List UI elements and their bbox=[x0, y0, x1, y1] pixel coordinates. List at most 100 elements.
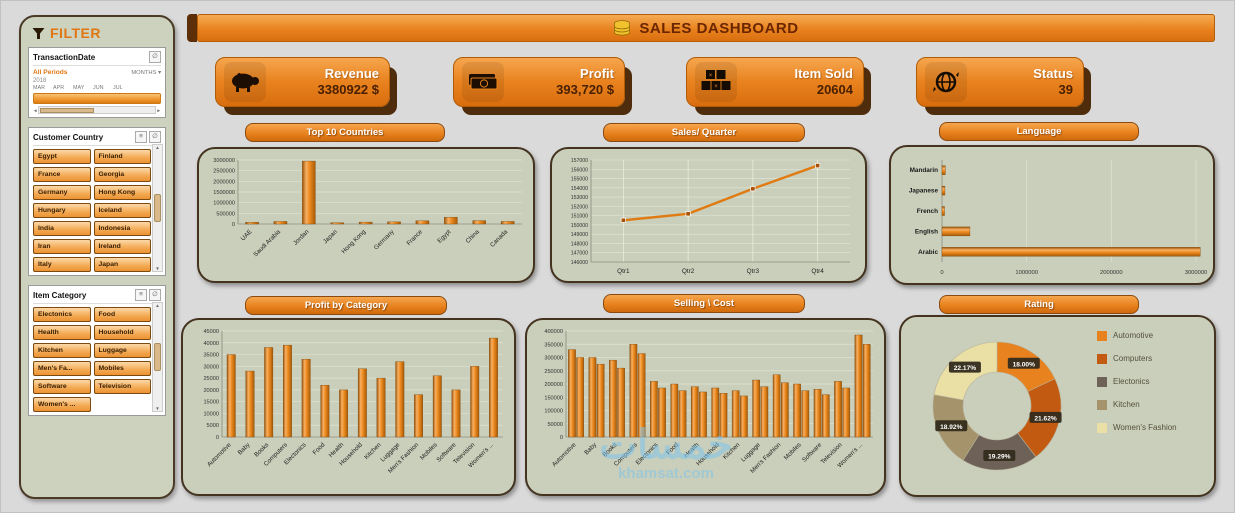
scroll-left-icon[interactable]: ◄ bbox=[33, 107, 38, 113]
scroll-up-icon[interactable]: ▲ bbox=[155, 145, 160, 150]
slicer-item-iran[interactable]: Iran bbox=[33, 239, 91, 254]
svg-text:0: 0 bbox=[940, 270, 943, 276]
month-label: APR bbox=[53, 85, 65, 91]
svg-text:300000: 300000 bbox=[544, 356, 563, 362]
kpi-label: Profit bbox=[580, 66, 614, 82]
clear-filter-icon[interactable]: ∅ bbox=[149, 289, 161, 301]
selling-cost-chart: 0 50000 100000 150000 200000 250000 300000 3500… bbox=[544, 329, 873, 475]
slicer-item-germany[interactable]: Germany bbox=[33, 185, 91, 200]
svg-text:40000: 40000 bbox=[203, 341, 219, 347]
slicer-item-france[interactable]: France bbox=[33, 167, 91, 182]
svg-text:Saudi Arabia: Saudi Arabia bbox=[252, 228, 282, 258]
svg-text:18.00%: 18.00% bbox=[1013, 361, 1036, 368]
svg-text:Japanese: Japanese bbox=[909, 188, 939, 195]
legend-swatch bbox=[1097, 400, 1107, 410]
slicer-item-egypt[interactable]: Egypt bbox=[33, 149, 91, 164]
slicer-item-kitchen[interactable]: Kitchen bbox=[33, 343, 91, 358]
svg-text:1000000: 1000000 bbox=[1015, 270, 1038, 276]
slicer-item-household[interactable]: Household bbox=[93, 325, 151, 340]
category-scrollbar[interactable]: ▲ ▼ bbox=[152, 302, 163, 412]
legend-swatch bbox=[1097, 354, 1107, 364]
country-scrollbar[interactable]: ▲ ▼ bbox=[152, 144, 163, 272]
timeline-scrollbar[interactable]: ◄ ► bbox=[33, 106, 161, 114]
slicer-item-men-s-fa-[interactable]: Men's Fa... bbox=[33, 361, 91, 376]
legend-item-automotive: Automotive bbox=[1097, 331, 1209, 341]
slicer-item-television[interactable]: Television bbox=[93, 379, 151, 394]
svg-text:100000: 100000 bbox=[544, 409, 563, 415]
svg-text:Books: Books bbox=[601, 441, 618, 458]
svg-text:Mobiles: Mobiles bbox=[783, 441, 803, 461]
timeline-selection[interactable] bbox=[33, 93, 161, 104]
date-range-label: All Periods bbox=[33, 69, 68, 76]
rating-legend: Automotive Computers Electonics Kitchen Wome… bbox=[1097, 331, 1209, 446]
legend-item-women-s-fashion: Women's Fashion bbox=[1097, 423, 1209, 433]
sales-quarter-chart: 146000 147000 148000 149000 150000 151000 1520… bbox=[571, 158, 850, 275]
svg-text:154000: 154000 bbox=[571, 186, 588, 192]
svg-text:Egypt: Egypt bbox=[436, 228, 452, 244]
slicer-item-hong-kong[interactable]: Hong Kong bbox=[93, 185, 151, 200]
legend-item-electonics: Electonics bbox=[1097, 377, 1209, 387]
kpi-value: 3380922 $ bbox=[317, 82, 379, 97]
slicer-item-luggage[interactable]: Luggage bbox=[93, 343, 151, 358]
kpi-value: 393,720 $ bbox=[556, 82, 614, 97]
multiselect-icon[interactable]: ≡ bbox=[135, 289, 147, 301]
kpi-revenue: Revenue 3380922 $ bbox=[215, 57, 390, 107]
clear-filter-icon[interactable]: ∅ bbox=[149, 131, 161, 143]
slicer-item-mobiles[interactable]: Mobiles bbox=[93, 361, 151, 376]
slicer-item-ireland[interactable]: Ireland bbox=[93, 239, 151, 254]
svg-text:2000000: 2000000 bbox=[213, 179, 235, 185]
slicer-item-women-s-[interactable]: Women's ... bbox=[33, 397, 91, 412]
svg-text:152000: 152000 bbox=[571, 204, 588, 210]
svg-text:5000: 5000 bbox=[207, 423, 219, 429]
slicer-item-hungary[interactable]: Hungary bbox=[33, 203, 91, 218]
svg-text:20000: 20000 bbox=[203, 388, 219, 394]
rating-donut-chart: 18.00% 21.62% 19.29% 18.92% 22.17% bbox=[932, 341, 1062, 471]
scroll-down-icon[interactable]: ▼ bbox=[155, 406, 160, 411]
slicer-item-health[interactable]: Health bbox=[33, 325, 91, 340]
multiselect-icon[interactable]: ≡ bbox=[135, 131, 147, 143]
svg-text:0: 0 bbox=[216, 435, 219, 441]
scroll-right-icon[interactable]: ► bbox=[156, 107, 161, 113]
slicer-item-italy[interactable]: Italy bbox=[33, 257, 91, 272]
slicer-item-software[interactable]: Software bbox=[33, 379, 91, 394]
svg-text:Mandarin: Mandarin bbox=[910, 167, 939, 174]
svg-text:22.17%: 22.17% bbox=[954, 365, 977, 372]
slicer-item-indonesia[interactable]: Indonesia bbox=[93, 221, 151, 236]
svg-text:Qtr4: Qtr4 bbox=[811, 268, 824, 275]
svg-text:0: 0 bbox=[560, 435, 563, 441]
slicer-item-georgia[interactable]: Georgia bbox=[93, 167, 151, 182]
svg-text:147000: 147000 bbox=[571, 251, 588, 257]
svg-text:35000: 35000 bbox=[203, 353, 219, 359]
slicer-item-finland[interactable]: Finland bbox=[93, 149, 151, 164]
scroll-up-icon[interactable]: ▲ bbox=[155, 303, 160, 308]
svg-text:400000: 400000 bbox=[544, 329, 563, 335]
clear-filter-icon[interactable]: ∅ bbox=[149, 51, 161, 63]
svg-text:Food: Food bbox=[312, 441, 327, 456]
chart-title-sales-quarter: Sales/ Quarter bbox=[603, 123, 805, 142]
slicer-item-japan[interactable]: Japan bbox=[93, 257, 151, 272]
slicer-item-food[interactable]: Food bbox=[93, 307, 151, 322]
kpi-value: 20604 bbox=[816, 82, 853, 97]
svg-text:Japan: Japan bbox=[322, 228, 339, 245]
month-label: MAR bbox=[33, 85, 45, 91]
slicer-item-iceland[interactable]: Iceland bbox=[93, 203, 151, 218]
profit-category-panel: 0 5000 10000 15000 20000 25000 30000 35000 40000… bbox=[181, 318, 516, 496]
language-chart: 0 1000000 2000000 3000000 Mandarin Japanese Fr… bbox=[909, 160, 1207, 276]
top-countries-chart: 0 500000 1000000 1500000 2000000 2500000 30000… bbox=[213, 158, 522, 258]
svg-text:500000: 500000 bbox=[216, 211, 235, 217]
scroll-down-icon[interactable]: ▼ bbox=[155, 266, 160, 271]
granularity-dropdown[interactable]: MONTHS ▾ bbox=[131, 69, 161, 76]
svg-text:Automotive: Automotive bbox=[206, 441, 233, 468]
slicer-item-electonics[interactable]: Electonics bbox=[33, 307, 91, 322]
slicer-item-india[interactable]: India bbox=[33, 221, 91, 236]
svg-text:150000: 150000 bbox=[571, 223, 588, 229]
svg-text:Food: Food bbox=[665, 441, 680, 456]
kpi-item-sold: × × Item Sold 20604 bbox=[686, 57, 864, 107]
svg-text:Baby: Baby bbox=[583, 441, 599, 457]
legend-swatch bbox=[1097, 423, 1107, 433]
svg-text:200000: 200000 bbox=[544, 382, 563, 388]
month-label: JUL bbox=[113, 85, 123, 91]
legend-label: Computers bbox=[1113, 354, 1153, 363]
kpi-label: Item Sold bbox=[794, 66, 853, 82]
